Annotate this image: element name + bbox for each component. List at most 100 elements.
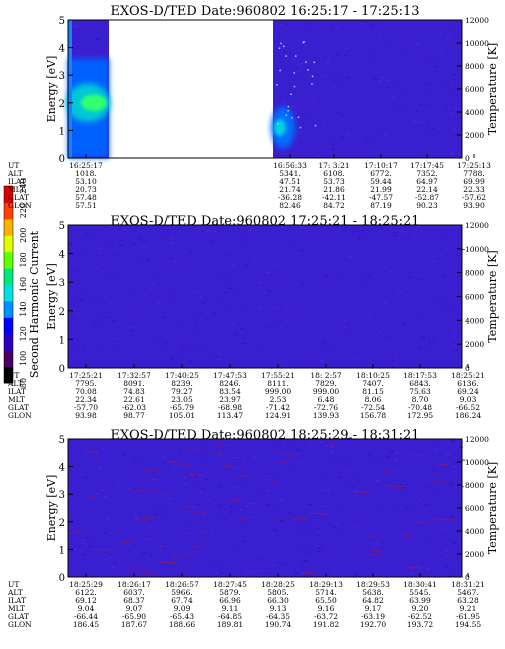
noise-speck — [354, 574, 358, 576]
streak — [349, 491, 368, 493]
noise-speck — [346, 460, 349, 462]
y-tick-label: 1 — [59, 335, 65, 346]
table-cell: 17: 3:21 — [318, 161, 349, 170]
noise-speck — [454, 462, 457, 464]
noise-speck — [139, 508, 143, 510]
noise-speck — [195, 231, 198, 233]
y2-tick-label: 0 — [465, 573, 470, 582]
streak — [69, 531, 85, 534]
noise-speck — [109, 532, 113, 534]
noise-speck — [163, 515, 165, 517]
noise-speck — [119, 245, 123, 247]
noise-speck — [386, 80, 390, 82]
table-cell: 81.15 — [362, 387, 384, 396]
noise-speck — [375, 479, 380, 481]
noise-speck — [333, 526, 336, 528]
noise-speck — [359, 33, 362, 35]
noise-speck — [83, 554, 87, 556]
noise-speck — [87, 545, 92, 547]
noise-speck — [82, 293, 84, 295]
noise-speck — [332, 260, 334, 262]
noise-speck — [417, 317, 420, 319]
noise-speck — [345, 47, 349, 49]
streak — [150, 489, 159, 491]
table-cell: 65.50 — [315, 596, 337, 605]
noise-speck — [279, 69, 281, 72]
noise-speck — [87, 366, 89, 367]
streak — [440, 463, 448, 466]
noise-speck — [332, 492, 335, 494]
noise-speck — [348, 331, 351, 333]
noise-speck — [433, 490, 435, 492]
table-cell: 17:25:13 — [457, 161, 491, 170]
noise-speck — [150, 288, 153, 290]
row-label: UT — [8, 161, 19, 170]
streak — [214, 451, 223, 454]
noise-speck — [130, 327, 134, 329]
noise-speck — [230, 287, 233, 289]
noise-speck — [244, 265, 248, 267]
streak — [276, 461, 290, 464]
noise-speck — [388, 508, 390, 510]
noise-speck — [331, 447, 334, 448]
noise-speck — [224, 291, 228, 293]
noise-speck — [291, 117, 293, 119]
noise-speck — [459, 446, 463, 448]
noise-speck — [178, 561, 181, 563]
colorbar-label: Second Harmonic Current — [28, 230, 41, 378]
table-cell: -72.76 — [314, 403, 338, 412]
noise-speck — [342, 230, 346, 232]
noise-speck — [257, 282, 262, 284]
streak — [98, 488, 106, 491]
noise-speck — [105, 518, 110, 520]
table-cell: 83.54 — [219, 387, 241, 396]
y-tick-label: 2 — [59, 518, 65, 529]
noise-speck — [98, 355, 101, 357]
table-cell: 18:26:57 — [165, 580, 199, 589]
y-axis-label: Energy [eV] — [45, 263, 58, 330]
table-cell: 21.74 — [279, 185, 301, 194]
table-cell: 7829. — [315, 379, 336, 388]
noise-speck — [378, 509, 381, 511]
table-cell: 7407. — [362, 379, 383, 388]
streak — [158, 561, 177, 564]
noise-speck — [133, 514, 137, 516]
noise-speck — [360, 230, 364, 232]
noise-speck — [180, 569, 182, 571]
noise-speck — [138, 237, 142, 239]
noise-speck — [347, 470, 351, 471]
ephemeris-table: UT 18:25:29 18:26:17 18:26:57 18:27:45 18:28:… — [7, 580, 485, 629]
noise-speck — [220, 453, 224, 455]
streak — [311, 512, 327, 515]
noise-speck — [253, 456, 257, 458]
table-cell: -66.52 — [456, 403, 480, 412]
noise-speck — [415, 232, 418, 234]
noise-speck — [104, 559, 106, 561]
noise-speck — [264, 291, 267, 293]
colorbar-swatch — [4, 218, 13, 236]
noise-speck — [335, 28, 339, 30]
table-cell: 69.24 — [457, 387, 479, 396]
noise-speck — [79, 299, 84, 301]
noise-speck — [304, 553, 309, 555]
streak — [215, 443, 232, 447]
noise-speck — [257, 344, 259, 346]
noise-speck — [426, 340, 429, 342]
noise-speck — [438, 255, 442, 256]
noise-speck — [397, 325, 401, 327]
table-cell: 188.66 — [169, 620, 195, 629]
noise-speck — [367, 313, 371, 315]
table-cell: 82.46 — [279, 201, 301, 210]
y-tick-label: 5 — [59, 221, 65, 232]
noise-speck — [380, 245, 384, 246]
table-cell: 6122. — [75, 588, 96, 597]
noise-speck — [324, 275, 328, 277]
noise-speck — [391, 97, 396, 99]
noise-speck — [199, 296, 203, 298]
noise-speck — [278, 36, 280, 38]
noise-speck — [303, 527, 305, 528]
table-cell: -52.87 — [415, 193, 439, 202]
noise-speck — [172, 261, 176, 263]
noise-speck — [283, 51, 287, 53]
noise-speck — [192, 291, 196, 293]
